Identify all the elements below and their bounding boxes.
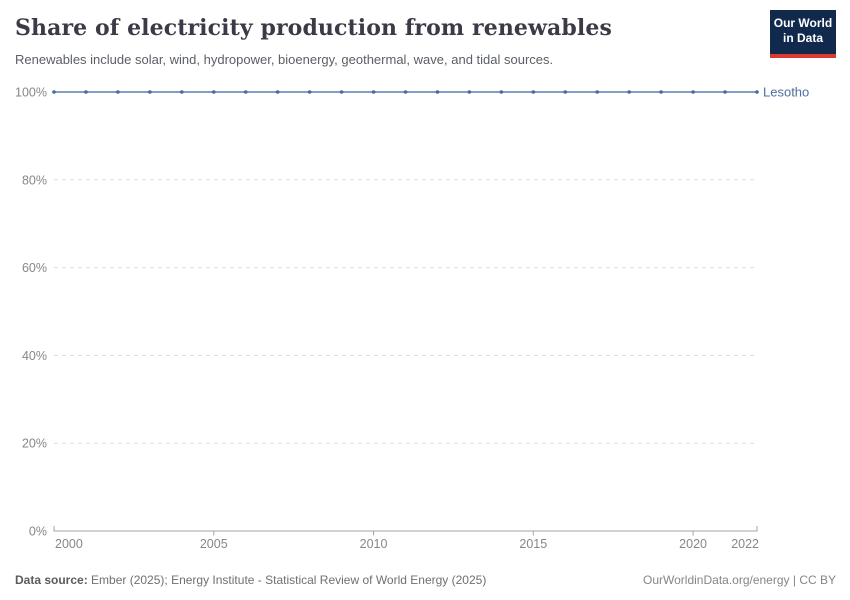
owid-license-link[interactable]: OurWorldinData.org/energy | CC BY xyxy=(643,573,836,587)
data-point-lesotho-2010[interactable] xyxy=(371,90,376,94)
data-point-lesotho-2001[interactable] xyxy=(84,90,88,94)
owid-logo-line1: Our World xyxy=(773,16,833,30)
data-point-lesotho-2007[interactable] xyxy=(275,90,280,94)
y-tick-label-80: 80% xyxy=(22,173,47,187)
data-point-lesotho-2019[interactable] xyxy=(659,90,663,94)
owid-logo: Our World in Data xyxy=(770,10,836,58)
y-tick-label-20: 20% xyxy=(22,437,47,451)
data-point-lesotho-2000[interactable] xyxy=(52,90,56,94)
x-axis-line xyxy=(53,526,758,532)
y-tick-label-40: 40% xyxy=(22,349,47,363)
data-point-lesotho-2005[interactable] xyxy=(211,90,216,94)
data-source-label: Data source: xyxy=(15,573,88,587)
data-point-lesotho-2020[interactable] xyxy=(691,90,695,94)
data-point-lesotho-2015[interactable] xyxy=(531,90,536,94)
data-point-lesotho-2006[interactable] xyxy=(243,90,248,94)
data-point-lesotho-2022[interactable] xyxy=(755,90,759,94)
series-label-lesotho[interactable]: Lesotho xyxy=(763,85,809,100)
data-point-lesotho-2008[interactable] xyxy=(307,90,312,94)
page-title: Share of electricity production from ren… xyxy=(15,15,612,41)
y-tick-label-60: 60% xyxy=(22,261,47,275)
data-point-lesotho-2012[interactable] xyxy=(435,90,440,94)
data-point-lesotho-2003[interactable] xyxy=(148,90,152,94)
data-source-text: Ember (2025); Energy Institute - Statist… xyxy=(87,573,487,587)
data-point-lesotho-2018[interactable] xyxy=(627,90,631,94)
y-tick-label-0: 0% xyxy=(29,525,47,539)
x-tick-label-2000: 2000 xyxy=(55,537,83,551)
data-point-lesotho-2002[interactable] xyxy=(116,90,120,94)
x-tick-label-2005: 2005 xyxy=(200,537,228,551)
x-tick-label-2015: 2015 xyxy=(519,537,547,551)
data-point-lesotho-2009[interactable] xyxy=(339,90,344,94)
x-tick-label-2020: 2020 xyxy=(679,537,707,551)
data-point-lesotho-2011[interactable] xyxy=(403,90,408,94)
data-point-lesotho-2013[interactable] xyxy=(467,90,472,94)
owid-logo-line2: in Data xyxy=(782,31,823,45)
chart-subtitle: Renewables include solar, wind, hydropow… xyxy=(15,52,554,67)
data-point-lesotho-2016[interactable] xyxy=(563,90,568,94)
data-point-lesotho-2004[interactable] xyxy=(180,90,184,94)
data-point-lesotho-2017[interactable] xyxy=(595,90,600,94)
x-tick-label-2022: 2022 xyxy=(731,537,759,551)
data-source-note: Data source: Ember (2025); Energy Instit… xyxy=(15,573,486,587)
data-point-lesotho-2021[interactable] xyxy=(723,90,727,94)
data-point-lesotho-2014[interactable] xyxy=(499,90,504,94)
y-tick-label-100: 100% xyxy=(15,86,47,100)
x-tick-label-2010: 2010 xyxy=(360,537,388,551)
